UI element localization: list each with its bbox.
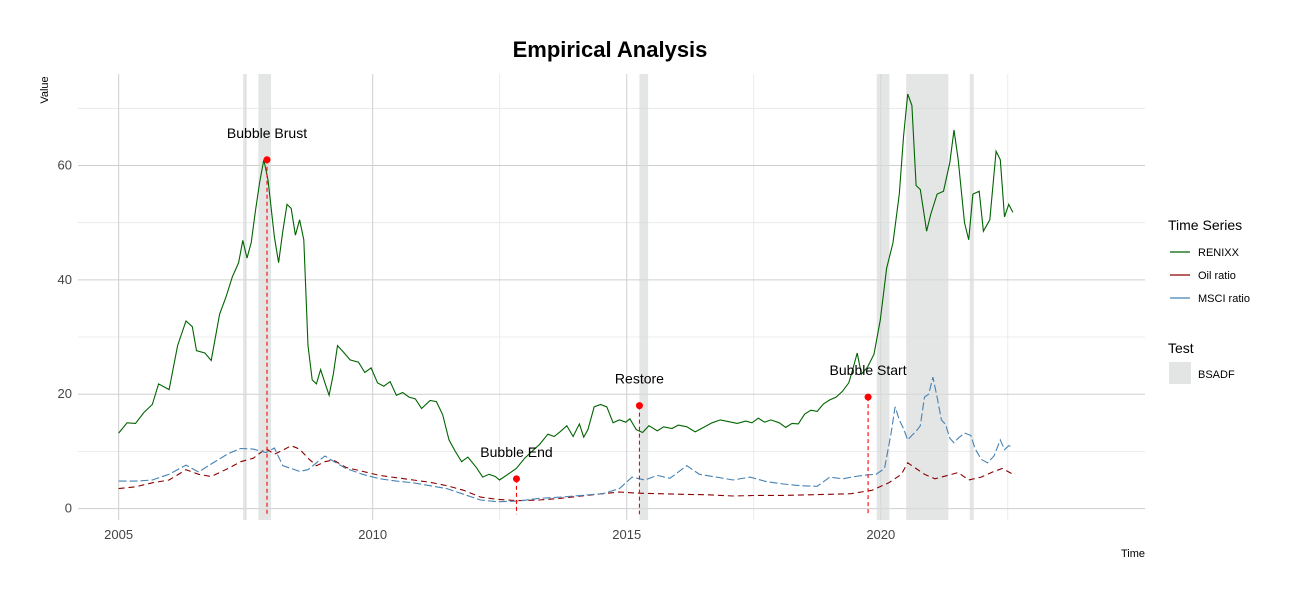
x-tick-label: 2005 xyxy=(104,527,133,542)
plot-area: 0 20 40 60 2005 2010 2015 2020 Bubble Brust Bubbl… xyxy=(58,74,1145,542)
y-tick-label: 0 xyxy=(65,501,72,516)
bsadf-shaded-period xyxy=(258,74,272,520)
x-tick-label: 2020 xyxy=(866,527,895,542)
bsadf-shaded-period xyxy=(243,74,247,520)
bsadf-shaded-period xyxy=(906,74,949,520)
legend-label-renixx: RENIXX xyxy=(1198,247,1240,259)
annotation-point xyxy=(864,393,872,401)
legend-label-oil: Oil ratio xyxy=(1198,270,1236,282)
legend-title-series: Time Series xyxy=(1168,217,1242,233)
legend-label-bsadf: BSADF xyxy=(1198,369,1235,381)
x-tick-label: 2010 xyxy=(358,527,387,542)
y-tick-label: 60 xyxy=(58,157,72,172)
y-axis-label: Value xyxy=(39,76,51,103)
y-tick-label: 40 xyxy=(58,272,72,287)
annotation-label: Restore xyxy=(615,371,664,387)
legend-label-msci: MSCI ratio xyxy=(1198,293,1250,305)
bsadf-shaded-period xyxy=(969,74,974,520)
x-axis-label: Time xyxy=(1121,548,1145,560)
chart-title: Empirical Analysis xyxy=(513,37,708,62)
bsadf-shaded-period xyxy=(639,74,649,520)
annotation-point xyxy=(512,475,520,483)
annotation-label: Bubble End xyxy=(480,444,552,460)
legend: Time Series RENIXX Oil ratio MSCI ratio … xyxy=(1168,217,1250,384)
y-tick-label: 20 xyxy=(58,386,72,401)
annotation-point xyxy=(263,156,271,164)
annotation-point xyxy=(635,402,643,410)
series-line-renixx xyxy=(118,93,1014,481)
annotation-label: Bubble Brust xyxy=(227,125,307,141)
legend-title-test: Test xyxy=(1168,340,1194,356)
annotation-label: Bubble Start xyxy=(830,362,907,378)
series-line-msci-ratio xyxy=(118,376,1014,503)
x-tick-label: 2015 xyxy=(612,527,641,542)
legend-swatch-bsadf xyxy=(1169,362,1191,384)
